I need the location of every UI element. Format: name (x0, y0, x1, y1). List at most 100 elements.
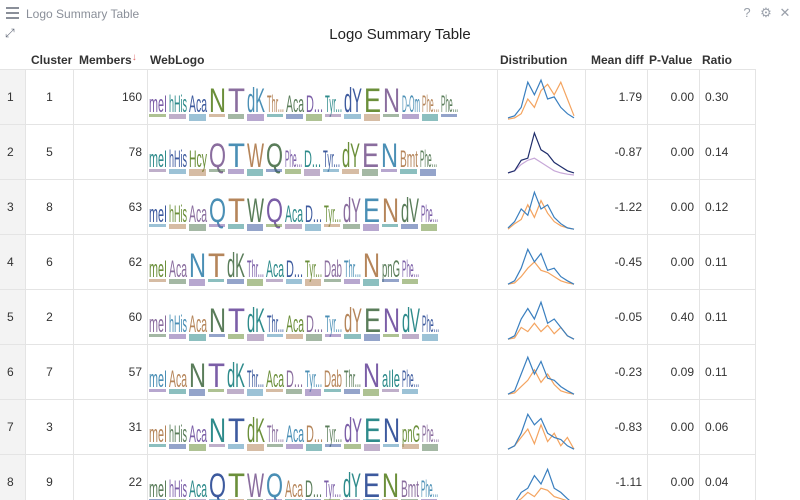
logo-minor-band (362, 169, 378, 176)
ratio-cell[interactable]: 0.11 (700, 345, 756, 400)
help-icon[interactable]: ? (743, 5, 751, 20)
ratio-cell[interactable]: 0.12 (700, 180, 756, 235)
table-row[interactable]: 8 9 22 meI hHis Aca Q T W Q Aca D... Tyr... dY E N Bmt Ph… (0, 454, 756, 500)
mean-diff-cell[interactable]: -0.23 (586, 345, 648, 400)
menu-icon[interactable] (6, 7, 19, 19)
members-cell[interactable]: 78 (74, 125, 148, 180)
row-index-cell[interactable]: 4 (0, 235, 26, 290)
expand-icon[interactable]: ⤢ (5, 26, 15, 40)
ratio-cell[interactable]: 0.30 (700, 70, 756, 125)
row-index-cell[interactable]: 2 (0, 125, 26, 180)
ratio-cell[interactable]: 0.14 (700, 125, 756, 180)
p-value-cell[interactable]: 0.09 (648, 345, 700, 400)
members-cell[interactable]: 57 (74, 345, 148, 400)
p-value-cell[interactable]: 0.00 (648, 400, 700, 455)
column-header-members[interactable]: Members↓ (79, 52, 137, 67)
logo-minor-band (402, 389, 418, 394)
ratio-value: 0.06 (705, 420, 729, 434)
distribution-cell[interactable] (498, 235, 586, 290)
cluster-cell[interactable]: 5 (26, 125, 74, 180)
mean-diff-cell[interactable]: -0.45 (586, 235, 648, 290)
column-header-weblogo[interactable]: WebLogo (150, 53, 205, 67)
logo-minor-band (344, 444, 361, 449)
members-cell[interactable]: 60 (74, 290, 148, 345)
logo-residue: dY (343, 467, 361, 500)
column-header-cluster[interactable]: Cluster (31, 53, 73, 67)
mean-diff-cell[interactable]: 1.79 (586, 70, 648, 125)
p-value-cell[interactable]: 0.00 (648, 180, 700, 235)
p-value-cell[interactable]: 0.00 (648, 455, 700, 500)
p-value-cell[interactable]: 0.00 (648, 125, 700, 180)
mean-diff-cell[interactable]: -1.22 (586, 180, 648, 235)
logo-minor-band (344, 389, 360, 394)
ratio-cell[interactable]: 0.06 (700, 400, 756, 455)
cluster-cell[interactable]: 2 (26, 290, 74, 345)
column-header-distribution[interactable]: Distribution (500, 53, 568, 67)
distribution-cell[interactable] (498, 400, 586, 455)
close-icon[interactable]: ✕ (779, 5, 791, 20)
logo-residue: Phe... (421, 476, 438, 500)
distribution-line-secondary (518, 487, 567, 500)
members-cell[interactable]: 31 (74, 400, 148, 455)
logo-minor-band (189, 169, 206, 176)
weblogo-cell[interactable]: meI hHis Aca Q T W Q Aca D... Tyr... dY E N Bmt Phe... (148, 455, 498, 500)
mean-diff-cell[interactable]: -0.83 (586, 400, 648, 455)
row-index-cell[interactable]: 6 (0, 345, 26, 400)
p-value-cell[interactable]: 0.00 (648, 235, 700, 290)
cluster-cell[interactable]: 1 (26, 70, 74, 125)
mean-diff-cell[interactable]: -0.87 (586, 125, 648, 180)
p-value-cell[interactable]: 0.40 (648, 290, 700, 345)
row-index-cell[interactable]: 8 (0, 455, 26, 500)
cluster-cell[interactable]: 9 (26, 455, 74, 500)
cluster-cell[interactable]: 7 (26, 345, 74, 400)
column-header-mean-diff[interactable]: Mean diff (591, 53, 644, 67)
distribution-cell[interactable] (498, 455, 586, 500)
row-index-cell[interactable]: 7 (0, 400, 26, 455)
members-cell[interactable]: 62 (74, 235, 148, 290)
logo-minor-band (401, 224, 418, 229)
ratio-cell[interactable]: 0.11 (700, 290, 756, 345)
distribution-cell[interactable] (498, 125, 586, 180)
cluster-cell[interactable]: 3 (26, 400, 74, 455)
members-cell[interactable]: 160 (74, 70, 148, 125)
row-index: 7 (7, 420, 14, 434)
row-index-cell[interactable]: 3 (0, 180, 26, 235)
cluster-cell[interactable]: 8 (26, 180, 74, 235)
distribution-chart (507, 131, 575, 176)
members-value: 62 (128, 255, 142, 269)
distribution-cell[interactable] (498, 345, 586, 400)
cluster-cell[interactable]: 6 (26, 235, 74, 290)
members-cell[interactable]: 22 (74, 455, 148, 500)
logo-minor-band (324, 279, 341, 282)
mean-diff-cell[interactable]: -0.05 (586, 290, 648, 345)
ratio-cell[interactable]: 0.04 (700, 455, 756, 500)
p-value-cell[interactable]: 0.00 (648, 70, 700, 125)
settings-icon[interactable]: ⚙ (760, 5, 772, 20)
logo-residue: hHis (169, 421, 187, 448)
row-index-cell[interactable]: 1 (0, 70, 26, 125)
column-header-ratio[interactable]: Ratio (702, 53, 732, 67)
distribution-cell[interactable] (498, 180, 586, 235)
mean-diff-cell[interactable]: -1.11 (586, 455, 648, 500)
ratio-cell[interactable]: 0.11 (700, 235, 756, 290)
distribution-cell[interactable] (498, 290, 586, 345)
column-header-p-value[interactable]: P-Value (649, 53, 693, 67)
logo-residue: Phe... (402, 256, 419, 283)
table-row[interactable]: 2 5 78 meI hHis Hcy Q T W Q Phe... D... Tyr... dY E N Bm… (0, 124, 756, 180)
row-index-cell[interactable]: 5 (0, 290, 26, 345)
weblogo-cell[interactable]: meI hHis Hcy Q T W Q Phe... D... Tyr... dY E N Bmt Phe… (148, 125, 498, 180)
members-cell[interactable]: 63 (74, 180, 148, 235)
distribution-cell[interactable] (498, 70, 586, 125)
